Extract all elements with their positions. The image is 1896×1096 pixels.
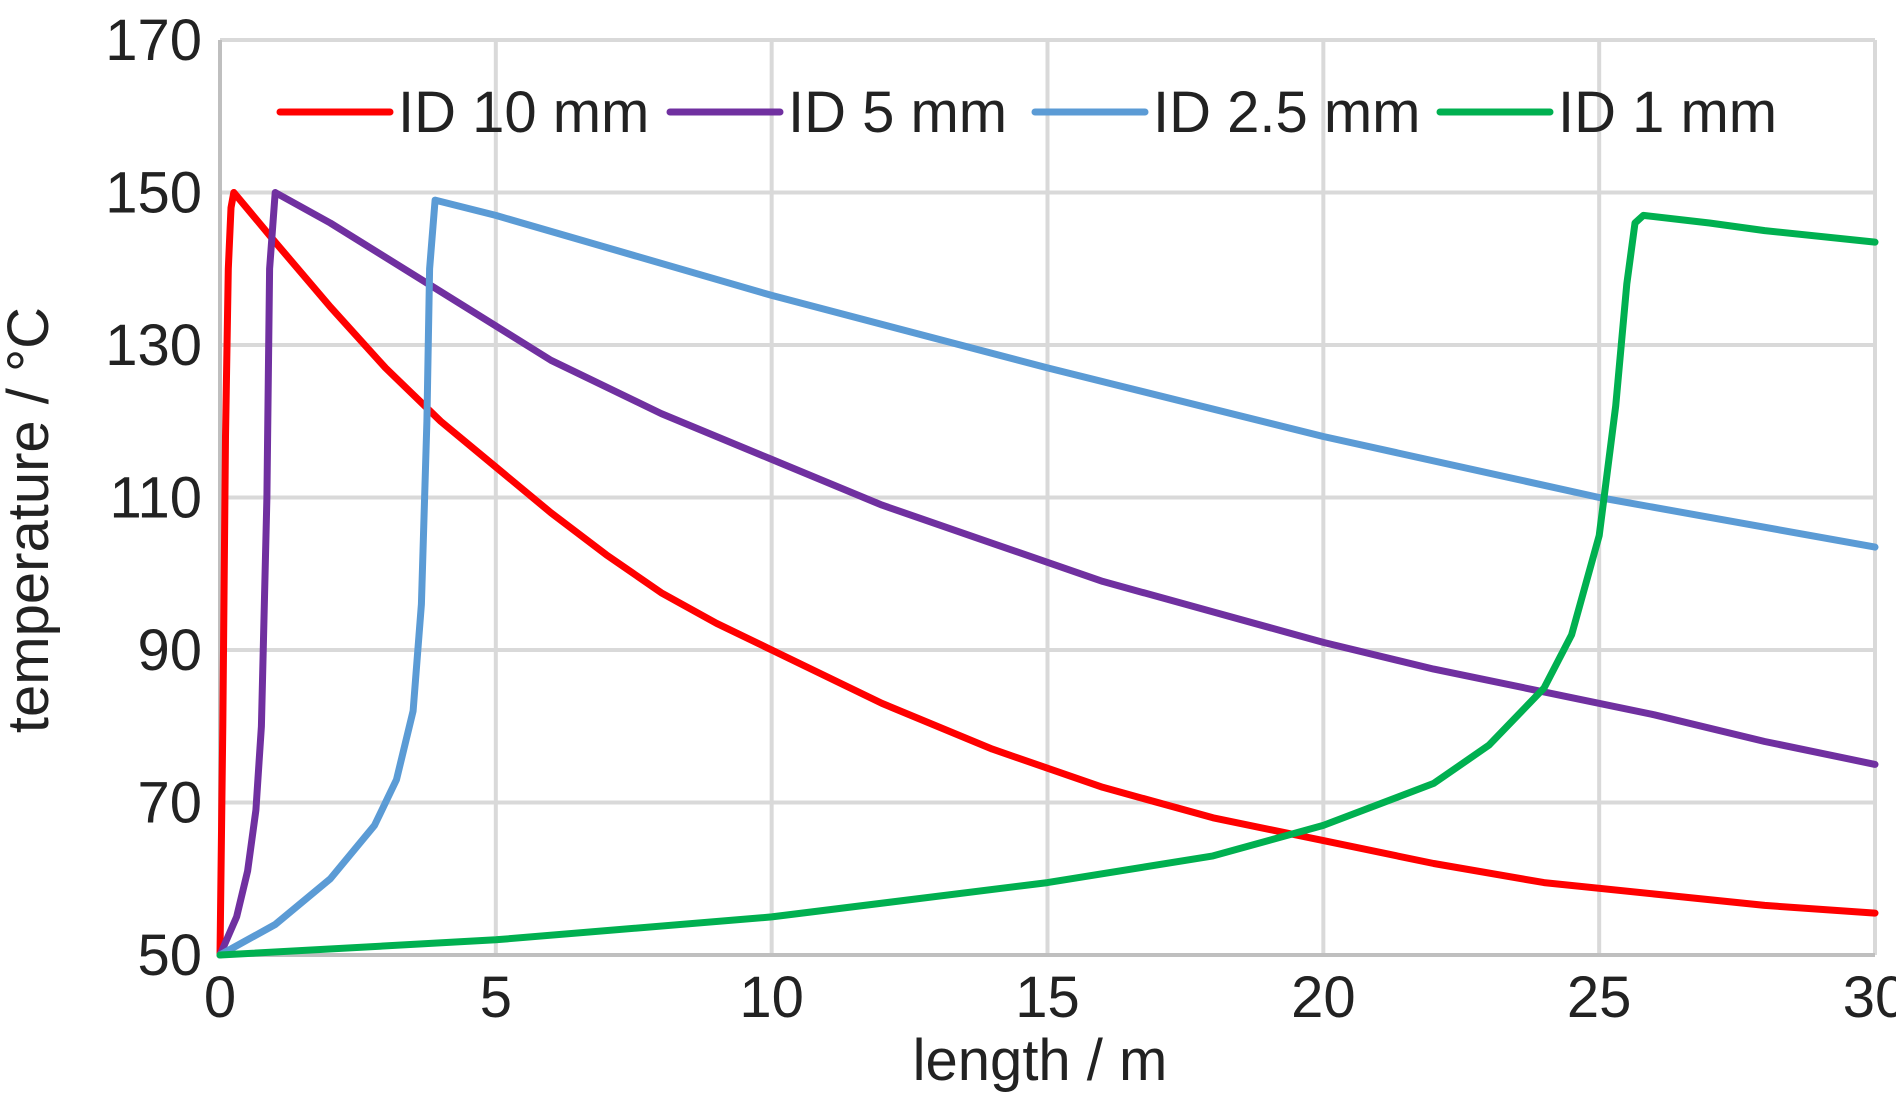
x-tick-label-20: 20 <box>1291 965 1356 1030</box>
y-tick-label-110: 110 <box>110 466 202 531</box>
series-group <box>216 189 1879 959</box>
tick-labels: 0 5 10 15 20 25 30 50 70 90 110 130 150 170 <box>105 8 1896 1030</box>
y-tick-label-150: 150 <box>105 161 202 226</box>
series-line-4 <box>216 211 1879 959</box>
legend-label-4: ID 1 mm <box>1558 80 1777 145</box>
x-axis-title: length / m <box>913 1028 1168 1093</box>
x-tick-label-10: 10 <box>739 965 804 1030</box>
series-line-3 <box>216 196 1879 959</box>
x-tick-label-25: 25 <box>1567 965 1632 1030</box>
y-tick-label-130: 130 <box>105 313 202 378</box>
series-line-2 <box>216 189 1879 959</box>
x-tick-label-0: 0 <box>204 965 236 1030</box>
x-tick-label-5: 5 <box>480 965 512 1030</box>
series-line-1 <box>216 189 1879 959</box>
legend-label-1: ID 10 mm <box>398 80 649 145</box>
y-tick-label-170: 170 <box>105 8 202 73</box>
x-tick-label-15: 15 <box>1015 965 1080 1030</box>
x-tick-label-30: 30 <box>1843 965 1896 1030</box>
legend-label-3: ID 2.5 mm <box>1153 80 1421 145</box>
y-tick-label-50: 50 <box>137 923 202 988</box>
legend: ID 10 mm ID 5 mm ID 2.5 mm ID 1 mm <box>276 80 1777 145</box>
legend-label-2: ID 5 mm <box>788 80 1007 145</box>
y-tick-label-90: 90 <box>137 618 202 683</box>
y-tick-label-70: 70 <box>137 771 202 836</box>
y-axis-title: temperature / °C <box>0 307 61 733</box>
